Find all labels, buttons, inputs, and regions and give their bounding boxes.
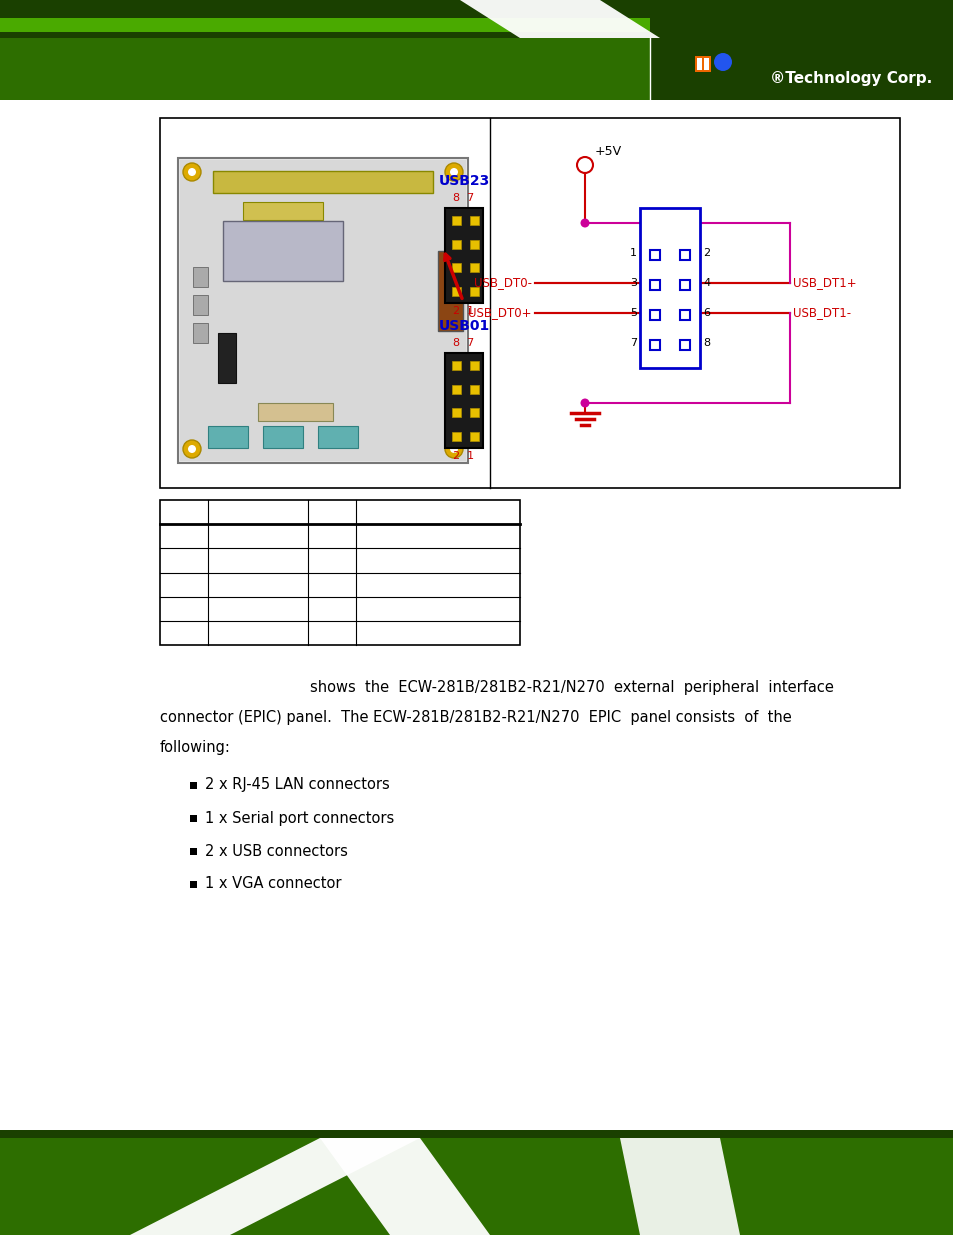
Bar — [452, 361, 460, 369]
Text: 5: 5 — [629, 308, 637, 317]
Bar — [190, 848, 196, 855]
Text: 2  1: 2 1 — [453, 306, 474, 316]
Bar — [180, 161, 465, 461]
Bar — [470, 287, 478, 296]
Bar — [190, 782, 196, 789]
Bar — [160, 119, 899, 488]
Bar — [193, 267, 208, 287]
Circle shape — [713, 53, 731, 70]
Bar — [679, 310, 689, 320]
Bar — [452, 216, 460, 225]
Bar — [470, 409, 478, 417]
Bar — [0, 1130, 953, 1137]
Bar — [193, 324, 208, 343]
Text: USB_DT1+: USB_DT1+ — [792, 277, 856, 289]
Bar — [452, 432, 460, 441]
Bar — [452, 263, 460, 273]
Bar — [639, 207, 700, 368]
Bar — [649, 280, 659, 290]
Text: USB23: USB23 — [438, 174, 489, 188]
Bar — [470, 216, 478, 225]
Text: 2  1: 2 1 — [453, 451, 474, 461]
Bar — [437, 251, 462, 331]
Text: USB_DT1-: USB_DT1- — [792, 306, 850, 320]
Text: USB_DT0+: USB_DT0+ — [468, 306, 532, 320]
Bar — [470, 384, 478, 394]
Bar — [317, 426, 357, 448]
Bar — [208, 426, 248, 448]
Bar — [452, 409, 460, 417]
Text: 1: 1 — [629, 248, 637, 258]
Bar — [470, 240, 478, 248]
Bar — [257, 403, 333, 421]
Bar — [452, 240, 460, 248]
Polygon shape — [130, 1137, 419, 1235]
Text: shows  the  ECW-281B/281B2-R21/N270  external  peripheral  interface: shows the ECW-281B/281B2-R21/N270 extern… — [310, 680, 833, 695]
Text: following:: following: — [160, 740, 231, 755]
Text: ®Technology Corp.: ®Technology Corp. — [769, 70, 931, 85]
Circle shape — [183, 440, 201, 458]
Bar — [0, 19, 953, 32]
Circle shape — [183, 163, 201, 182]
Bar — [193, 295, 208, 315]
Circle shape — [444, 163, 462, 182]
Text: 8  7: 8 7 — [453, 193, 475, 203]
Bar — [470, 263, 478, 273]
Bar — [444, 353, 482, 448]
Bar — [703, 58, 708, 70]
Bar — [649, 340, 659, 350]
Bar — [649, 310, 659, 320]
Bar — [695, 56, 710, 72]
Text: 6: 6 — [702, 308, 709, 317]
Circle shape — [188, 168, 195, 177]
Bar — [649, 0, 953, 100]
Circle shape — [450, 168, 457, 177]
Bar — [649, 249, 659, 261]
Circle shape — [444, 440, 462, 458]
Text: 2: 2 — [702, 248, 709, 258]
Text: 1 x VGA connector: 1 x VGA connector — [205, 877, 341, 892]
Bar — [452, 287, 460, 296]
Circle shape — [450, 445, 457, 453]
Bar — [470, 361, 478, 369]
Text: USB_DT0-: USB_DT0- — [474, 277, 532, 289]
Bar — [0, 0, 953, 100]
Bar — [213, 170, 433, 193]
Circle shape — [579, 219, 589, 227]
Text: 7: 7 — [629, 338, 637, 348]
Bar — [190, 881, 196, 888]
Bar — [263, 426, 303, 448]
Bar — [160, 500, 519, 645]
Bar — [0, 1130, 953, 1235]
Bar — [223, 221, 343, 282]
Polygon shape — [319, 1137, 490, 1235]
Bar — [0, 0, 953, 38]
Bar — [470, 432, 478, 441]
Text: 3: 3 — [629, 278, 637, 288]
Text: 2 x RJ-45 LAN connectors: 2 x RJ-45 LAN connectors — [205, 778, 390, 793]
Bar — [679, 340, 689, 350]
Text: 8  7: 8 7 — [453, 338, 475, 348]
Bar — [178, 158, 468, 463]
Circle shape — [579, 399, 589, 408]
Bar — [452, 384, 460, 394]
Polygon shape — [459, 0, 659, 38]
Text: connector (EPIC) panel.  The ECW-281B/281B2-R21/N270  EPIC  panel consists  of  : connector (EPIC) panel. The ECW-281B/281… — [160, 710, 791, 725]
Bar — [190, 815, 196, 823]
Text: 2 x USB connectors: 2 x USB connectors — [205, 844, 348, 858]
Text: 1 x Serial port connectors: 1 x Serial port connectors — [205, 810, 394, 825]
Text: 4: 4 — [702, 278, 709, 288]
Text: +5V: +5V — [595, 144, 621, 158]
Bar — [679, 249, 689, 261]
Bar — [679, 280, 689, 290]
Bar — [243, 203, 323, 220]
Polygon shape — [619, 1137, 740, 1235]
Text: USB01: USB01 — [438, 319, 489, 333]
Text: 8: 8 — [702, 338, 709, 348]
Bar — [697, 58, 701, 70]
Bar — [218, 333, 235, 383]
Circle shape — [188, 445, 195, 453]
Bar — [444, 207, 482, 303]
